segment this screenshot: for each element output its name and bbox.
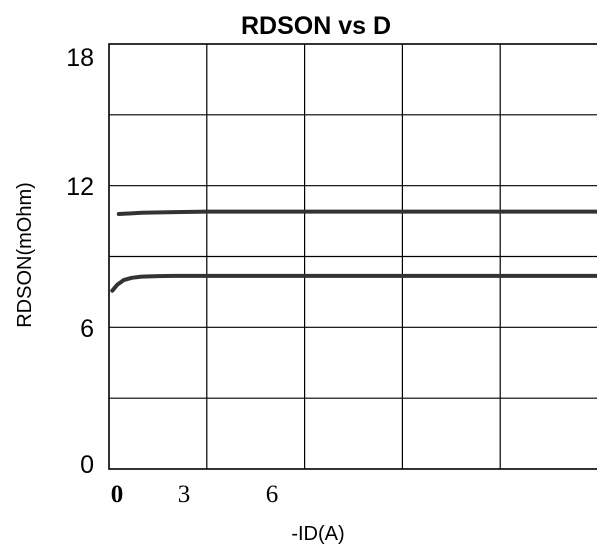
- y-tick-label: 12: [66, 173, 94, 201]
- y-tick-label: 18: [66, 44, 94, 72]
- series-line-2: [110, 273, 597, 293]
- plot-frame: [108, 43, 597, 470]
- x-tick-label: 3: [178, 481, 191, 508]
- x-tick-label: 6: [266, 481, 279, 508]
- x-tick-label: 0: [111, 481, 124, 508]
- y-axis-label: RDSON(mOhm): [14, 182, 36, 328]
- y-tick-label: 0: [80, 451, 94, 479]
- x-axis-label: -ID(A): [291, 523, 344, 545]
- y-tick-label: 6: [80, 315, 94, 343]
- grid: [109, 44, 597, 469]
- series-layer: [110, 209, 597, 293]
- series-line-1: [116, 209, 597, 216]
- chart-title: RDSON vs D: [241, 12, 391, 40]
